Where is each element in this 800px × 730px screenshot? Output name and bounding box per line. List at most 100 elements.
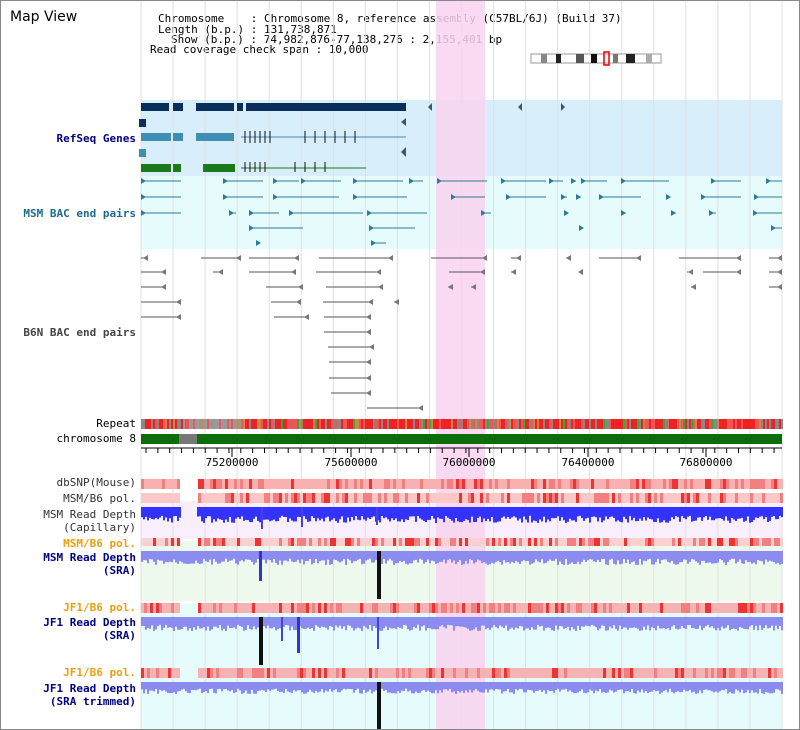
- polymorphism-cell: [324, 479, 327, 489]
- read-depth-bar: [563, 551, 565, 565]
- read-depth-bar: [671, 617, 673, 627]
- polymorphism-cell: [219, 493, 222, 503]
- repeat-element: [237, 419, 239, 429]
- repeat-element: [453, 419, 455, 429]
- repeat-element: [437, 419, 439, 429]
- polymorphism-cell: [405, 668, 408, 678]
- repeat-element: [753, 419, 755, 429]
- polymorphism-cell: [177, 538, 180, 546]
- read-depth-bar: [319, 617, 321, 628]
- polymorphism-cell: [300, 538, 303, 546]
- track-label-repeat[interactable]: Repeat: [96, 417, 136, 430]
- polymorphism-cell: [411, 479, 414, 489]
- polymorphism-cell: [459, 603, 462, 613]
- track-label-msm-b6-pol-2[interactable]: MSM/B6 pol.: [63, 537, 136, 550]
- read-depth-bar: [537, 551, 539, 562]
- read-depth-bar: [595, 507, 597, 518]
- read-depth-bar: [229, 682, 231, 692]
- read-depth-bar: [749, 551, 751, 562]
- read-depth-bar: [147, 682, 149, 694]
- read-depth-bar: [655, 507, 657, 522]
- read-depth-bar: [193, 617, 195, 628]
- polymorphism-cell: [408, 538, 411, 546]
- read-depth-bar: [603, 507, 605, 521]
- read-depth-bar: [521, 551, 523, 562]
- repeat-element: [781, 419, 783, 429]
- track-label-chromosome[interactable]: chromosome 8: [56, 432, 136, 445]
- track-label-jf1-depth-sra[interactable]: JF1 Read Depth: [43, 616, 136, 629]
- polymorphism-cell: [516, 603, 519, 613]
- read-depth-bar: [301, 617, 303, 629]
- repeat-element: [223, 419, 225, 429]
- repeat-element: [481, 419, 483, 429]
- read-depth-bar: [209, 617, 211, 631]
- read-depth-bar: [523, 682, 525, 693]
- read-depth-bar: [627, 507, 629, 523]
- read-depth-bar: [755, 551, 757, 565]
- polymorphism-cell: [507, 493, 510, 503]
- repeat-element: [651, 419, 653, 429]
- read-depth-bar: [401, 551, 403, 563]
- read-depth-bar: [577, 617, 579, 626]
- read-depth-bar: [737, 507, 739, 519]
- polymorphism-cell: [228, 479, 231, 489]
- repeat-element: [511, 419, 513, 429]
- track-label-msm-b6-pol-1[interactable]: MSM/B6 pol.: [63, 492, 136, 505]
- read-depth-bar: [435, 617, 437, 630]
- read-depth-bar: [553, 617, 555, 631]
- read-depth-bar: [709, 507, 711, 517]
- track-label-refseq[interactable]: RefSeq Genes: [56, 132, 136, 145]
- polymorphism-cell: [747, 493, 750, 503]
- read-depth-bar: [601, 551, 603, 559]
- gene-exon: [139, 119, 146, 127]
- polymorphism-cell: [219, 603, 222, 613]
- polymorphism-cell: [729, 538, 732, 546]
- polymorphism-cell: [732, 538, 735, 546]
- track-label-dbsnp[interactable]: dbSNP(Mouse): [56, 476, 136, 489]
- track-label-msm-depth-sra[interactable]: MSM Read Depth: [43, 551, 136, 564]
- polymorphism-cell: [771, 668, 774, 678]
- repeat-element: [371, 419, 373, 429]
- polymorphism-cell: [408, 479, 411, 489]
- polymorphism-cell: [378, 479, 381, 489]
- polymorphism-cell: [273, 493, 276, 503]
- track-label-jf1-pol-1[interactable]: JF1/B6 pol.: [63, 601, 136, 614]
- read-depth-bar: [439, 507, 441, 519]
- read-depth-bar: [381, 617, 383, 631]
- track-label-b6n-bac[interactable]: B6N BAC end pairs: [23, 326, 136, 339]
- repeat-element: [743, 419, 745, 429]
- polymorphism-cell: [645, 479, 648, 489]
- polymorphism-cell: [564, 493, 567, 503]
- track-label-jf1-pol-2[interactable]: JF1/B6 pol.: [63, 666, 136, 679]
- track-label-jf1-depth-trimmed[interactable]: JF1 Read Depth: [43, 682, 136, 695]
- read-depth-bar: [463, 682, 465, 693]
- read-depth-bar: [397, 682, 399, 692]
- bac-end-marker: [388, 255, 393, 261]
- polymorphism-cell: [168, 538, 171, 546]
- read-depth-bar: [575, 682, 577, 694]
- polymorphism-cell: [159, 668, 162, 678]
- repeat-element: [525, 419, 527, 429]
- polymorphism-cell: [624, 479, 627, 489]
- polymorphism-cell: [432, 668, 435, 678]
- read-depth-bar: [231, 617, 233, 628]
- read-depth-bar: [311, 551, 313, 565]
- polymorphism-cell: [492, 479, 495, 489]
- polymorphism-cell: [261, 603, 264, 613]
- polymorphism-cell: [651, 493, 654, 503]
- read-depth-bar: [761, 682, 763, 694]
- polymorphism-cell: [732, 668, 735, 678]
- track-label-msm-depth-capillary[interactable]: MSM Read Depth: [43, 508, 136, 521]
- track-label-msm-bac[interactable]: MSM BAC end pairs: [23, 207, 136, 220]
- read-depth-bar: [649, 551, 651, 559]
- read-depth-bar: [391, 617, 393, 629]
- read-depth-bar: [223, 551, 225, 562]
- polymorphism-cell: [426, 603, 429, 613]
- repeat-element: [345, 419, 347, 429]
- read-depth-bar: [673, 551, 675, 564]
- read-depth-bar: [737, 682, 739, 691]
- polymorphism-cell: [672, 538, 675, 546]
- read-depth-bar: [307, 551, 309, 562]
- polymorphism-cell: [531, 603, 534, 613]
